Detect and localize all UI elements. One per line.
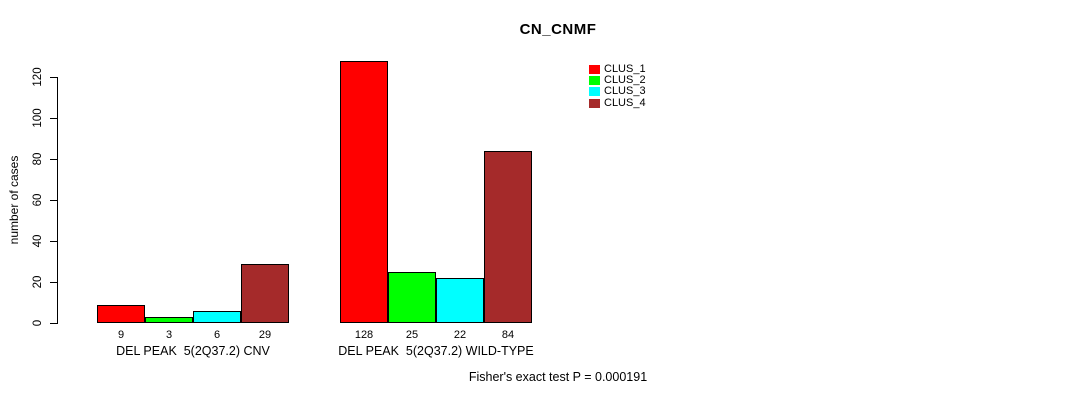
bar-value-label: 128 [354, 329, 374, 341]
bar-clus_4-group1 [241, 264, 289, 323]
bar-value-label: 25 [405, 329, 419, 341]
chart-title: CN_CNMF [519, 21, 597, 38]
legend-swatch-clus_1 [589, 65, 600, 74]
bar-value-label: 6 [213, 329, 221, 341]
legend-swatch-clus_4 [589, 99, 600, 108]
fisher-test-annotation: Fisher's exact test P = 0.000191 [468, 370, 648, 384]
legend-item-label: CLUS_2 [604, 74, 646, 86]
y-axis-label: number of cases [7, 155, 21, 245]
y-tick-label: 80 [32, 152, 44, 166]
y-tick [50, 77, 58, 78]
bar-value-label: 29 [258, 329, 272, 341]
x-axis-group-label: DEL PEAK 5(2Q37.2) CNV [116, 344, 270, 358]
bar-value-label: 22 [453, 329, 467, 341]
legend-item-label: CLUS_1 [604, 63, 646, 75]
legend-swatch-clus_2 [589, 76, 600, 85]
y-tick-label: 0 [32, 319, 44, 327]
legend-swatch-clus_3 [589, 87, 600, 96]
y-tick-label: 60 [32, 193, 44, 207]
y-tick-label: 40 [32, 234, 44, 248]
bar-clus_2-group1 [145, 317, 193, 323]
y-tick-label: 20 [32, 275, 44, 289]
bar-clus_2-group2 [388, 272, 436, 323]
y-tick-label: 120 [32, 67, 44, 87]
bar-value-label: 84 [501, 329, 515, 341]
y-tick [50, 200, 58, 201]
x-axis-group-label: DEL PEAK 5(2Q37.2) WILD-TYPE [338, 344, 534, 358]
y-tick [50, 282, 58, 283]
y-tick [50, 241, 58, 242]
bar-value-label: 9 [117, 329, 125, 341]
bar-value-label: 3 [165, 329, 173, 341]
bar-clus_1-group2 [340, 61, 388, 323]
y-tick [50, 323, 58, 324]
legend-item-label: CLUS_4 [604, 97, 646, 109]
bar-clus_3-group1 [193, 311, 241, 323]
bar-clus_1-group1 [97, 305, 145, 323]
y-tick [50, 159, 58, 160]
legend-item-label: CLUS_3 [604, 85, 646, 97]
bar-clus_4-group2 [484, 151, 532, 323]
bar-clus_3-group2 [436, 278, 484, 323]
y-tick [50, 118, 58, 119]
y-tick-label: 100 [32, 108, 44, 128]
